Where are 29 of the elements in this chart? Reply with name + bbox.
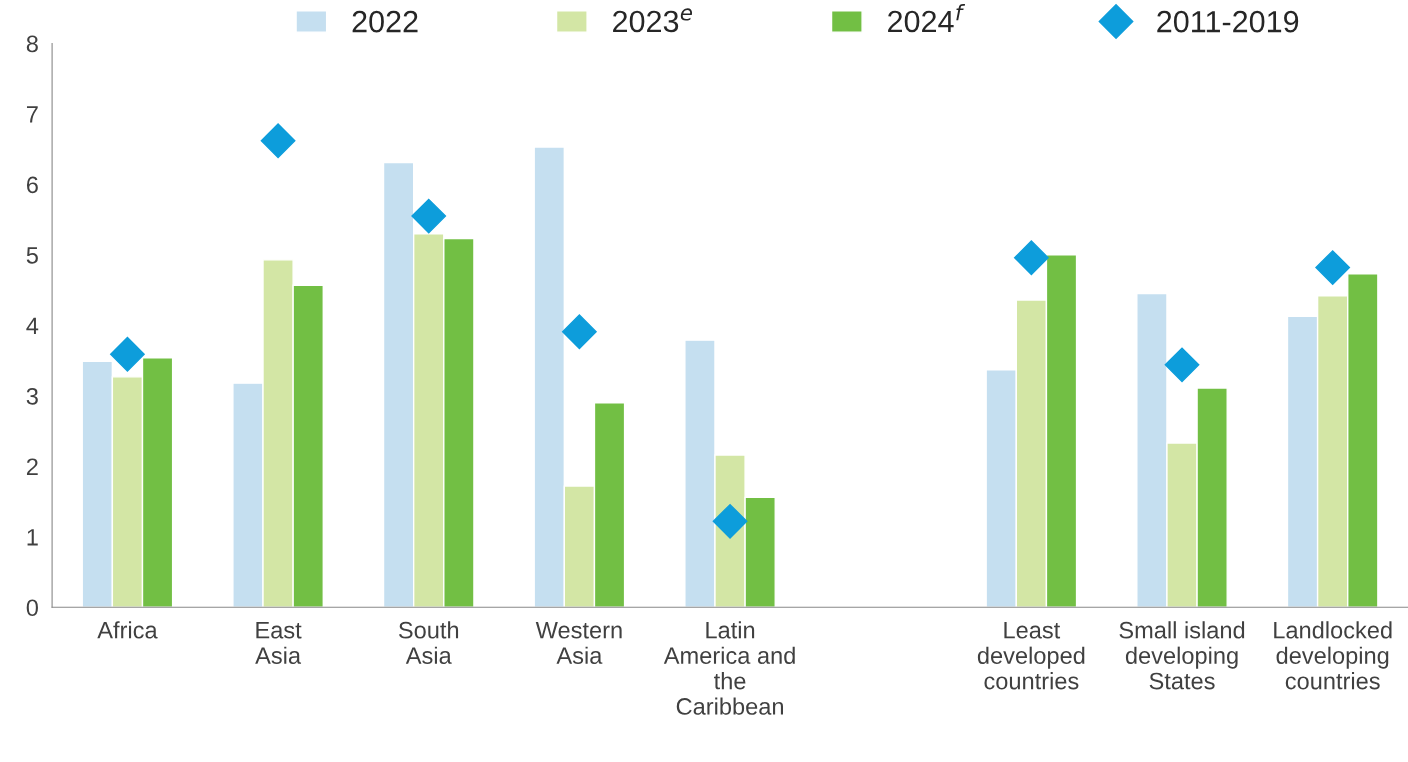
y-tick-label: 1 [27, 529, 38, 546]
point [562, 314, 597, 350]
y-tick-label: 6 [26, 176, 38, 194]
y-tick-label: 0 [26, 599, 38, 617]
x-tick-label: Small island developing States [1119, 621, 1245, 690]
x-tick-label: South Asia [398, 621, 459, 664]
y-tick-label: 8 [26, 35, 38, 53]
x-tick-label: East Asia [255, 622, 302, 664]
point [1164, 347, 1200, 383]
point [1315, 250, 1351, 285]
y-tick-label: 4 [26, 317, 39, 334]
x-tick-label: Landlocked developing countries [1274, 621, 1392, 690]
x-tick-label: Least developed countries [977, 622, 1085, 690]
point [712, 503, 748, 539]
point [260, 123, 296, 159]
point [411, 198, 447, 234]
y-tick-label: 5 [26, 247, 38, 264]
x-tick-label: Africa [97, 621, 158, 639]
x-tick-label: Latin America and the Caribbean [663, 621, 795, 715]
point [110, 336, 145, 372]
y-tick-label: 3 [26, 387, 38, 405]
legend-label: 2011-2019 [1157, 10, 1299, 33]
x-tick-label: Western Asia [535, 622, 622, 664]
point [1013, 240, 1049, 276]
legend-label: 2023$^{e}$ [613, 8, 693, 33]
legend-label: 2022 [352, 10, 418, 33]
y-tick-label: 7 [26, 106, 38, 123]
legend-label: 2024$^{f}$ [888, 4, 966, 33]
y-tick-label: 2 [26, 458, 38, 475]
